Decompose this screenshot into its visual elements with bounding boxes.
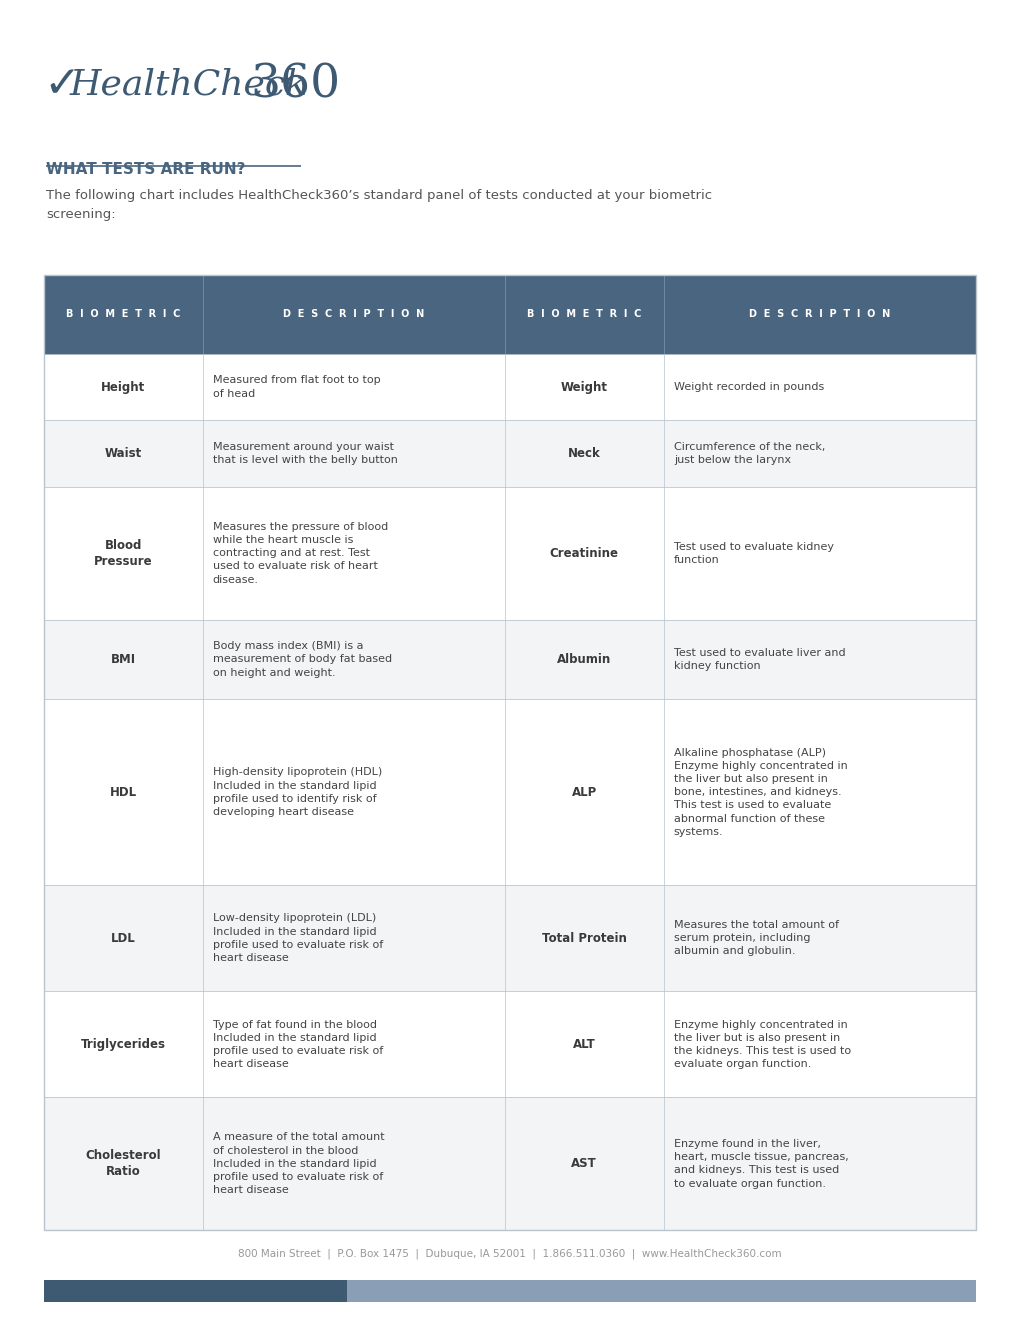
Text: Enzyme highly concentrated in
the liver but is also present in
the kidneys. This: Enzyme highly concentrated in the liver …: [674, 1019, 850, 1069]
Text: Waist: Waist: [105, 447, 142, 461]
Text: Measurement around your waist
that is level with the belly button: Measurement around your waist that is le…: [213, 442, 397, 465]
FancyBboxPatch shape: [44, 700, 975, 886]
Text: Alkaline phosphatase (ALP)
Enzyme highly concentrated in
the liver but also pres: Alkaline phosphatase (ALP) Enzyme highly…: [674, 747, 847, 837]
Text: Creatinine: Creatinine: [549, 546, 619, 560]
Text: A measure of the total amount
of cholesterol in the blood
Included in the standa: A measure of the total amount of cholest…: [213, 1133, 384, 1196]
Text: D  E  S  C  R  I  P  T  I  O  N: D E S C R I P T I O N: [749, 309, 890, 319]
FancyBboxPatch shape: [44, 619, 975, 700]
Text: Measured from flat foot to top
of head: Measured from flat foot to top of head: [213, 375, 380, 399]
Text: Triglycerides: Triglycerides: [81, 1038, 166, 1051]
Text: B  I  O  M  E  T  R  I  C: B I O M E T R I C: [66, 309, 180, 319]
Text: ✓: ✓: [43, 63, 81, 106]
Text: Total Protein: Total Protein: [541, 932, 626, 945]
FancyBboxPatch shape: [44, 275, 975, 354]
Text: D  E  S  C  R  I  P  T  I  O  N: D E S C R I P T I O N: [283, 309, 424, 319]
FancyBboxPatch shape: [44, 420, 975, 487]
Text: Neck: Neck: [568, 447, 600, 461]
Text: WHAT TESTS ARE RUN?: WHAT TESTS ARE RUN?: [46, 162, 246, 177]
Text: 360: 360: [250, 62, 339, 107]
Text: Cholesterol
Ratio: Cholesterol Ratio: [86, 1150, 161, 1179]
Text: Test used to evaluate liver and
kidney function: Test used to evaluate liver and kidney f…: [674, 648, 845, 671]
Text: Measures the total amount of
serum protein, including
albumin and globulin.: Measures the total amount of serum prote…: [674, 920, 838, 957]
Text: AST: AST: [571, 1158, 596, 1171]
FancyBboxPatch shape: [44, 1097, 975, 1230]
Text: ALT: ALT: [573, 1038, 595, 1051]
Text: Weight: Weight: [560, 380, 607, 393]
Text: LDL: LDL: [111, 932, 136, 945]
Text: B  I  O  M  E  T  R  I  C: B I O M E T R I C: [527, 309, 641, 319]
FancyBboxPatch shape: [44, 991, 975, 1097]
Text: Albumin: Albumin: [556, 653, 610, 665]
FancyBboxPatch shape: [346, 1280, 975, 1302]
Text: Test used to evaluate kidney
function: Test used to evaluate kidney function: [674, 541, 834, 565]
Text: The following chart includes HealthCheck360’s standard panel of tests conducted : The following chart includes HealthCheck…: [46, 189, 711, 220]
FancyBboxPatch shape: [44, 354, 975, 420]
Text: Height: Height: [101, 380, 146, 393]
Text: Blood
Pressure: Blood Pressure: [94, 539, 153, 568]
Text: Type of fat found in the blood
Included in the standard lipid
profile used to ev: Type of fat found in the blood Included …: [213, 1019, 383, 1069]
Text: 800 Main Street  |  P.O. Box 1475  |  Dubuque, IA 52001  |  1.866.511.0360  |  w: 800 Main Street | P.O. Box 1475 | Dubuqu…: [238, 1249, 781, 1259]
Text: Measures the pressure of blood
while the heart muscle is
contracting and at rest: Measures the pressure of blood while the…: [213, 521, 387, 585]
Text: Weight recorded in pounds: Weight recorded in pounds: [674, 381, 823, 392]
FancyBboxPatch shape: [44, 487, 975, 619]
Text: BMI: BMI: [111, 653, 136, 665]
Text: Body mass index (BMI) is a
measurement of body fat based
on height and weight.: Body mass index (BMI) is a measurement o…: [213, 642, 391, 677]
FancyBboxPatch shape: [44, 1280, 346, 1302]
FancyBboxPatch shape: [44, 886, 975, 991]
Text: ALP: ALP: [571, 785, 596, 799]
Text: HealthCheck: HealthCheck: [69, 67, 307, 102]
Text: High-density lipoprotein (HDL)
Included in the standard lipid
profile used to id: High-density lipoprotein (HDL) Included …: [213, 767, 382, 817]
Text: Low-density lipoprotein (LDL)
Included in the standard lipid
profile used to eva: Low-density lipoprotein (LDL) Included i…: [213, 913, 383, 964]
Text: Enzyme found in the liver,
heart, muscle tissue, pancreas,
and kidneys. This tes: Enzyme found in the liver, heart, muscle…: [674, 1139, 848, 1189]
Text: Circumference of the neck,
just below the larynx: Circumference of the neck, just below th…: [674, 442, 824, 465]
Text: HDL: HDL: [110, 785, 137, 799]
